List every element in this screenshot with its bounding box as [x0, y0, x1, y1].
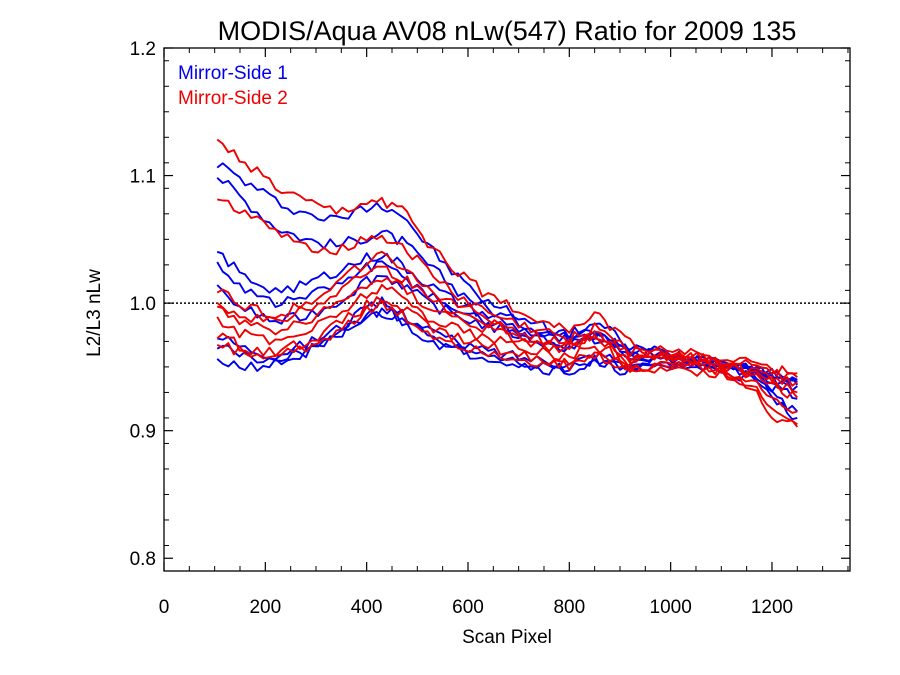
- x-tick-label: 600: [452, 597, 484, 618]
- y-tick-label: 1.0: [130, 294, 156, 315]
- series-line-mirror-side-2: [216, 265, 798, 394]
- series-line-mirror-side-2: [216, 138, 798, 377]
- plot-frame: [163, 47, 851, 572]
- y-axis-label: L2/L3 nLw: [84, 269, 105, 357]
- series-line-mirror-side-2: [216, 277, 799, 399]
- x-tick-label: 1200: [751, 597, 793, 618]
- series-line-mirror-side-1: [217, 296, 798, 400]
- y-tick-label: 0.8: [130, 549, 156, 570]
- axis-tick-labels: 0 200 400 600 800 1000 1200 0.8 0.9 1.0 1.1 1.2: [130, 39, 794, 618]
- legend: Mirror-Side 1 Mirror-Side 2: [178, 63, 288, 109]
- y-tick-label: 1.1: [130, 167, 156, 188]
- x-tick-label: 400: [351, 597, 383, 618]
- x-tick-label: 0: [159, 597, 170, 618]
- x-tick-label: 200: [249, 597, 281, 618]
- series-layer: [216, 138, 799, 428]
- x-tick-label: 1000: [650, 597, 692, 618]
- y-tick-label: 1.2: [130, 39, 156, 60]
- series-line-mirror-side-2: [217, 198, 798, 381]
- plot-area: 0 200 400 600 800 1000 1200 0.8 0.9 1.0 1.1 1.2: [130, 39, 851, 618]
- x-tick-label: 800: [553, 597, 585, 618]
- legend-entry-mirror-side-1: Mirror-Side 1: [178, 63, 288, 84]
- series-line-mirror-side-2: [216, 250, 798, 387]
- series-line-mirror-side-2: [216, 299, 799, 428]
- axis-ticks: [163, 47, 850, 571]
- x-axis-label: Scan Pixel: [462, 627, 552, 648]
- legend-entry-mirror-side-2: Mirror-Side 2: [178, 88, 288, 109]
- y-tick-label: 0.9: [130, 422, 156, 443]
- chart-title: MODIS/Aqua AV08 nLw(547) Ratio for 2009 …: [218, 16, 797, 46]
- series-line-mirror-side-1: [216, 250, 798, 382]
- series-line-mirror-side-2: [216, 296, 798, 426]
- series-line-mirror-side-1: [216, 260, 798, 384]
